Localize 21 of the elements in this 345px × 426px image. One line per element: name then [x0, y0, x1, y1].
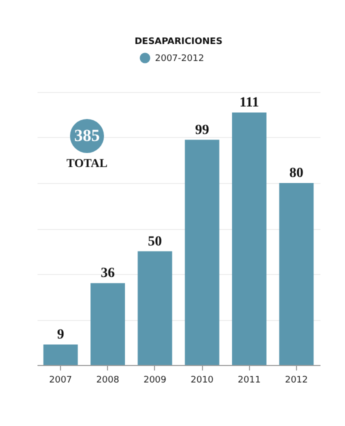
x-tick-label: 2007: [49, 376, 72, 386]
data-label: 80: [289, 166, 304, 181]
data-label: 9: [57, 328, 64, 343]
bar: [232, 112, 266, 365]
x-tick-label: 2009: [143, 376, 167, 386]
data-label: 36: [100, 266, 115, 282]
x-tick-label: 2011: [238, 376, 261, 386]
bar: [43, 344, 78, 365]
legend-label: 2007-2012: [155, 54, 204, 64]
x-tick-label: 2008: [96, 376, 120, 386]
data-label: 99: [195, 122, 210, 138]
bar: [138, 251, 172, 365]
chart-title: DESAPARICIONES: [134, 37, 222, 47]
data-label: 50: [148, 234, 162, 250]
data-label: 111: [240, 95, 259, 110]
x-tick-label: 2012: [284, 376, 308, 386]
x-tick-label: 2010: [190, 376, 214, 386]
bar: [90, 283, 125, 365]
bar: [184, 140, 220, 365]
bar: [279, 183, 314, 365]
annotation: TOTAL: [66, 156, 108, 171]
